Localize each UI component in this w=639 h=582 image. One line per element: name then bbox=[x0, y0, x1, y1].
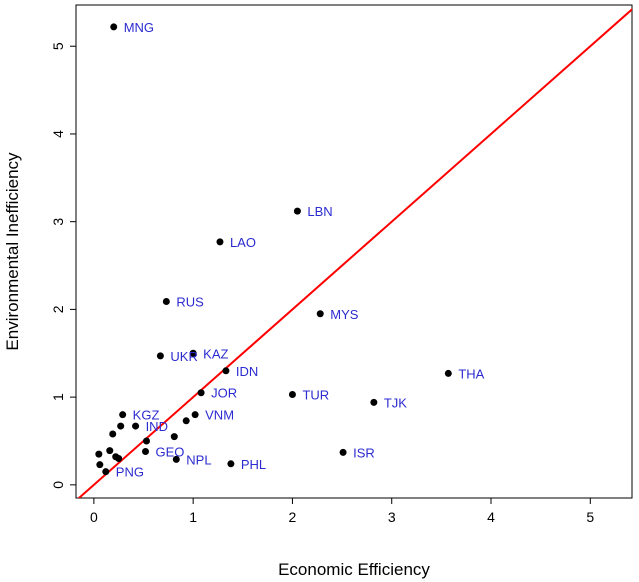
point-label-isr: ISR bbox=[353, 445, 375, 460]
data-point-idn bbox=[222, 367, 230, 375]
data-point-lao bbox=[216, 238, 224, 246]
point-label-jor: JOR bbox=[211, 386, 237, 401]
point-label-kaz: KAZ bbox=[203, 346, 228, 361]
data-point-kgz bbox=[119, 411, 127, 419]
point-label-mys: MYS bbox=[330, 307, 359, 322]
data-point bbox=[115, 455, 123, 463]
x-tick-label: 3 bbox=[388, 509, 396, 525]
point-label-kgz: KGZ bbox=[133, 408, 160, 423]
x-tick-label: 0 bbox=[90, 509, 98, 525]
x-tick-label: 4 bbox=[487, 509, 495, 525]
plot-frame bbox=[75, 4, 633, 499]
point-label-tjk: TJK bbox=[384, 395, 407, 410]
x-tick-label: 5 bbox=[586, 509, 594, 525]
point-label-npl: NPL bbox=[186, 452, 211, 467]
point-label-ind: IND bbox=[146, 419, 168, 434]
data-point-rus bbox=[162, 298, 170, 306]
point-label-vnm: VNM bbox=[205, 408, 234, 423]
data-points bbox=[95, 23, 452, 476]
y-axis-title: Environmental Inefficiency bbox=[3, 152, 22, 351]
data-point-vnm bbox=[191, 411, 199, 419]
data-point-tha bbox=[444, 369, 452, 377]
y-tick-label: 4 bbox=[50, 130, 66, 138]
data-point bbox=[96, 461, 104, 469]
data-point-jor bbox=[197, 389, 205, 397]
data-point-phl bbox=[227, 460, 235, 468]
point-label-rus: RUS bbox=[176, 295, 204, 310]
data-point bbox=[170, 433, 178, 441]
y-tick-label: 3 bbox=[50, 218, 66, 226]
data-point-npl bbox=[172, 455, 180, 463]
point-label-ukr: UKR bbox=[170, 349, 197, 364]
x-tick-label: 2 bbox=[289, 509, 297, 525]
point-label-lao: LAO bbox=[230, 235, 256, 250]
data-point bbox=[117, 422, 125, 430]
data-point bbox=[182, 417, 190, 425]
data-point-tjk bbox=[370, 398, 378, 406]
point-label-geo: GEO bbox=[156, 445, 185, 460]
point-label-tha: THA bbox=[458, 366, 484, 381]
data-point bbox=[106, 447, 114, 455]
data-point-lbn bbox=[293, 207, 301, 215]
data-point bbox=[95, 450, 103, 458]
data-point-ind bbox=[132, 422, 140, 430]
data-point-mys bbox=[316, 310, 324, 318]
point-label-tur: TUR bbox=[302, 387, 329, 402]
y-tick-label: 0 bbox=[50, 481, 66, 489]
y-axis: 0 1 2 3 4 5 bbox=[50, 42, 76, 489]
data-point-png bbox=[102, 468, 110, 476]
point-label-mng: MNG bbox=[124, 20, 154, 35]
point-labels: MNG LBN LAO RUS MYS UKR KAZ IDN THA JOR TUR TJK KGZ V… bbox=[116, 20, 485, 480]
data-point-isr bbox=[339, 448, 347, 456]
point-label-phl: PHL bbox=[241, 457, 266, 472]
y-tick-label: 2 bbox=[50, 305, 66, 313]
data-point-kaz bbox=[189, 349, 197, 357]
data-point-mng bbox=[110, 23, 118, 31]
point-label-lbn: LBN bbox=[307, 204, 332, 219]
x-tick-label: 1 bbox=[189, 509, 197, 525]
point-label-idn: IDN bbox=[236, 364, 258, 379]
data-point-tur bbox=[288, 390, 296, 398]
data-point-geo bbox=[142, 448, 149, 456]
data-point bbox=[142, 437, 150, 445]
y-tick-label: 5 bbox=[50, 42, 66, 50]
data-point bbox=[109, 430, 117, 438]
point-label-png: PNG bbox=[116, 465, 144, 480]
y-tick-label: 1 bbox=[50, 393, 66, 401]
x-axis: 0 1 2 3 4 5 bbox=[90, 498, 594, 525]
data-point-ukr bbox=[156, 352, 164, 360]
x-axis-title: Economic Efficiency bbox=[278, 560, 430, 579]
